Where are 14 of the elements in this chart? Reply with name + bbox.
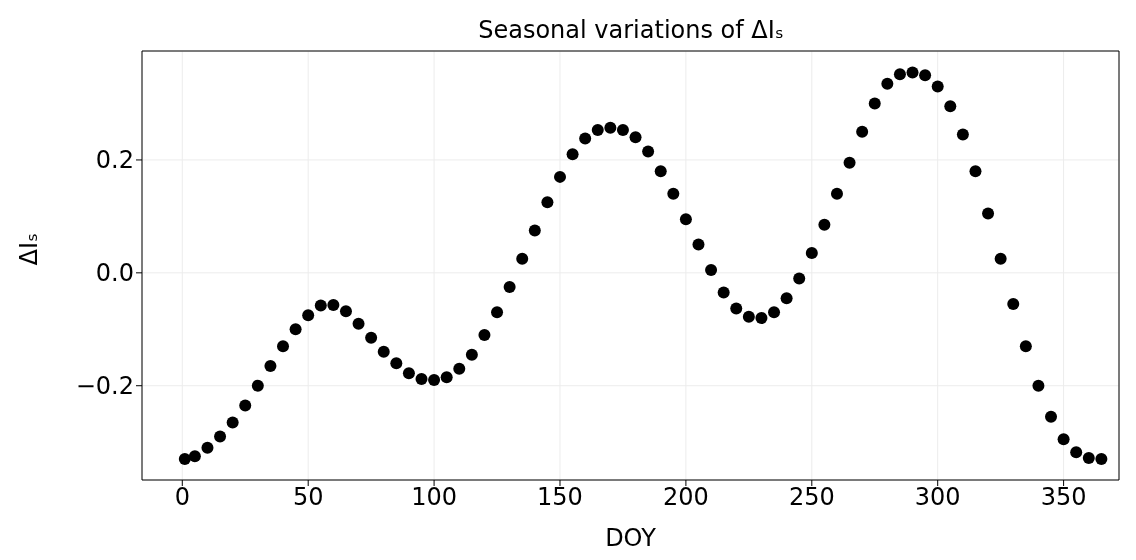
- x-axis-title: DOY: [605, 524, 657, 552]
- x-tick-label: 250: [788, 483, 835, 512]
- y-tick-label: 0.2: [95, 146, 134, 175]
- x-tick-label: 300: [914, 483, 961, 512]
- y-axis-title: ΔIₛ: [14, 233, 43, 266]
- x-tick-label: 350: [1040, 483, 1087, 512]
- chart-title: Seasonal variations of ΔIₛ: [477, 16, 785, 44]
- x-tick-label: 100: [411, 483, 457, 512]
- y-tick-label: 0.0: [95, 259, 134, 288]
- y-tick-label: −0.2: [75, 372, 134, 401]
- x-tick-label: 200: [662, 483, 709, 512]
- x-tick-label: 0: [174, 483, 190, 512]
- x-tick-label: 150: [537, 483, 583, 512]
- x-tick-label: 50: [292, 483, 324, 512]
